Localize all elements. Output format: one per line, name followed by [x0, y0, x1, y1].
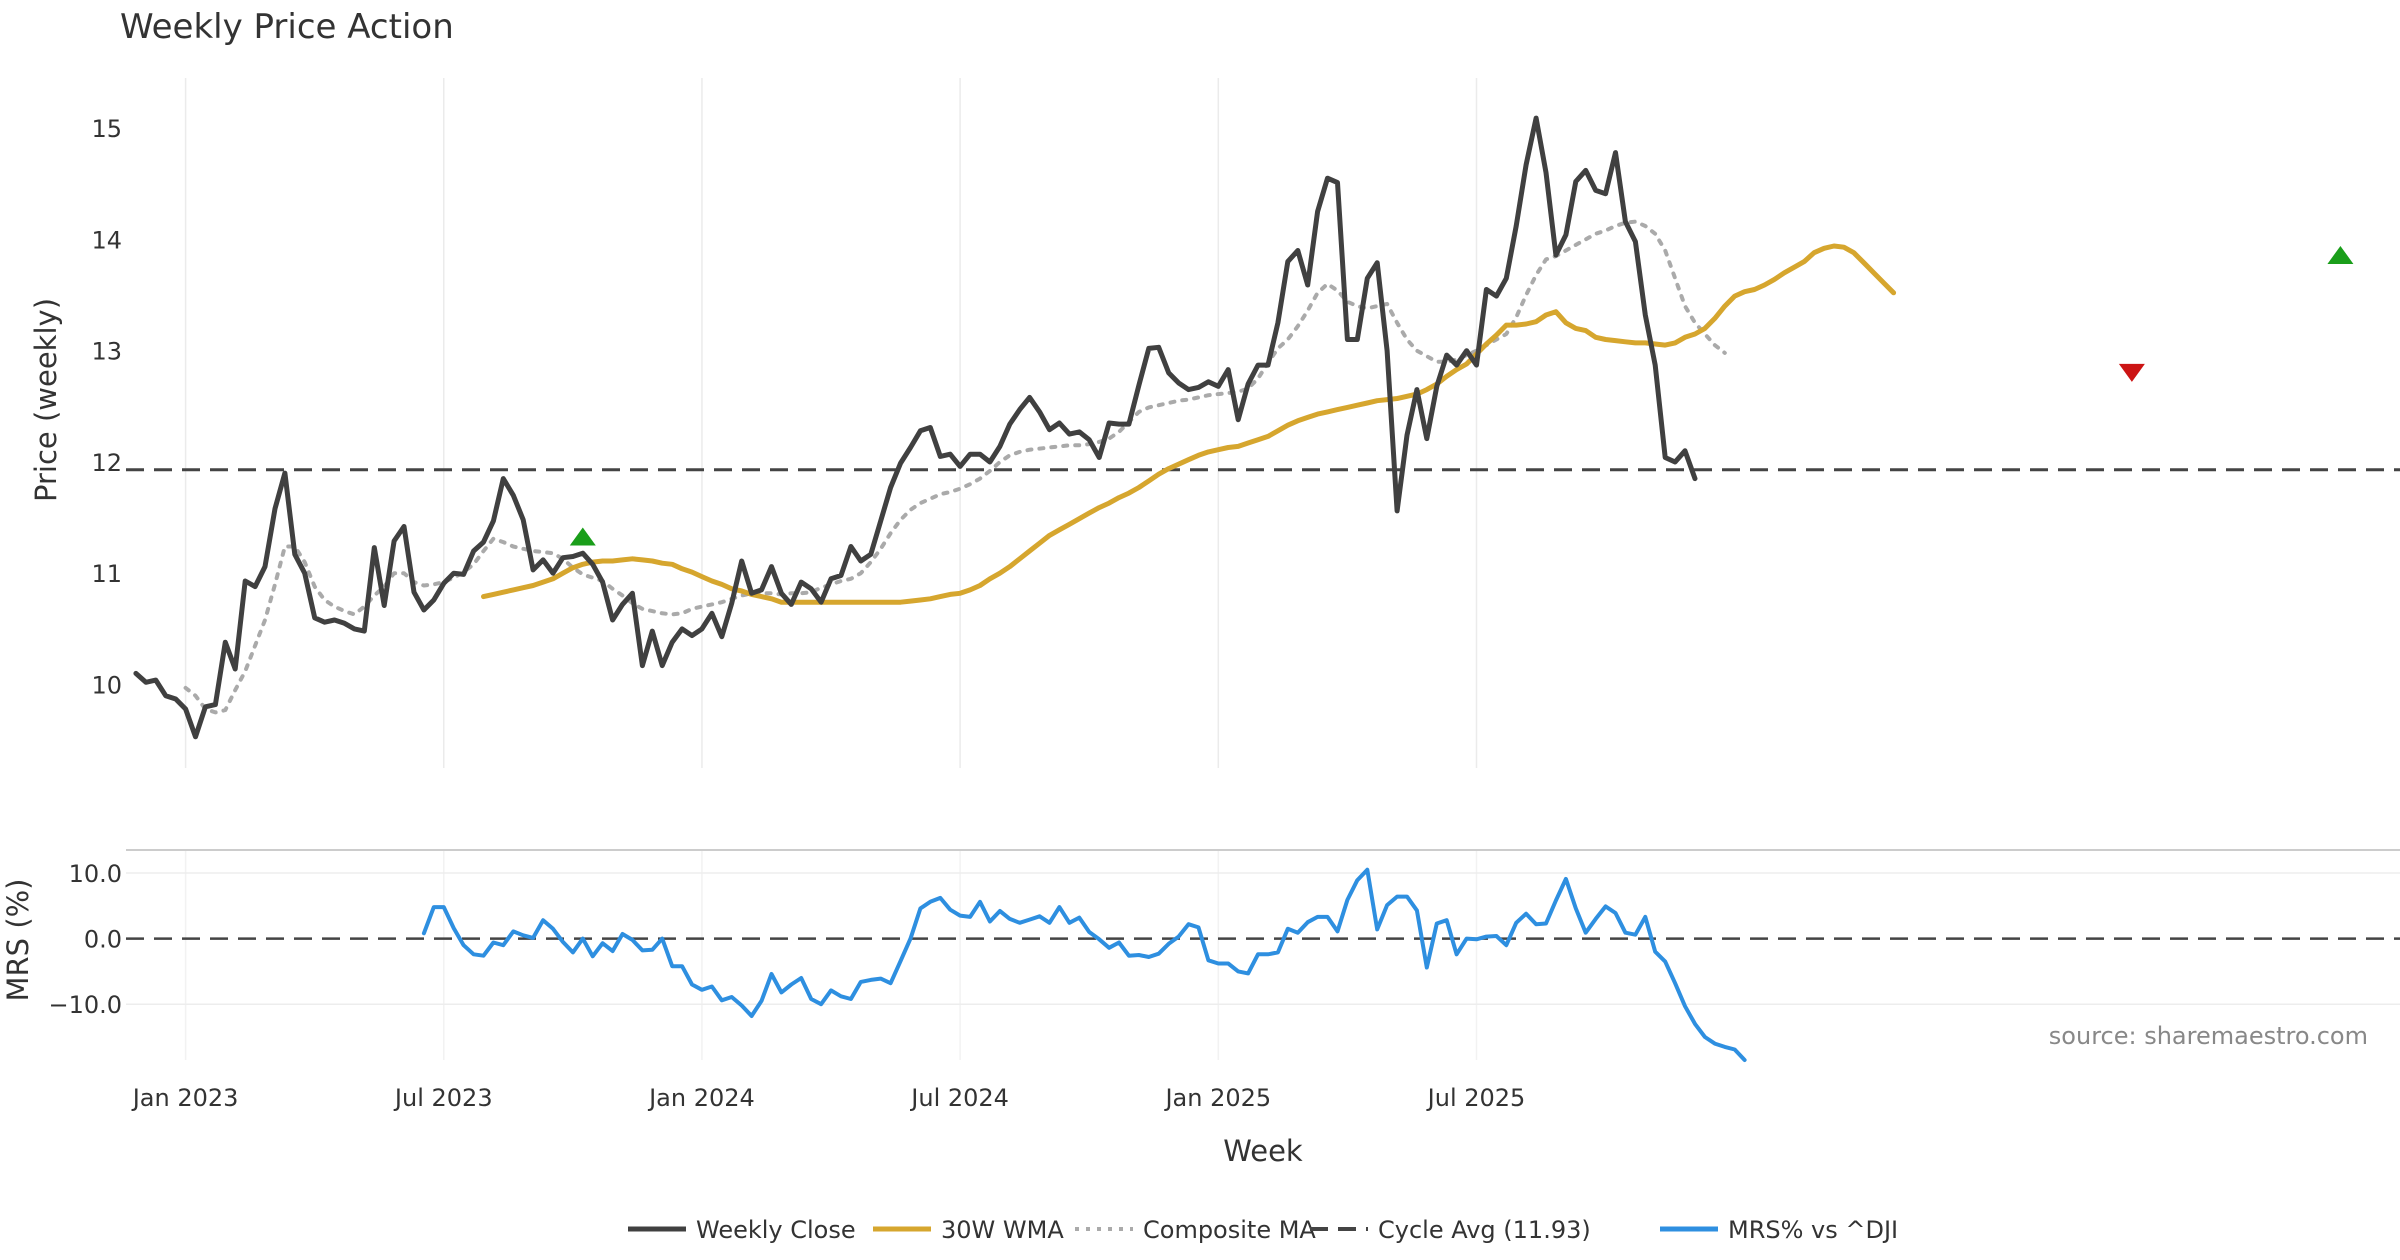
buy-signal-marker	[2327, 245, 2354, 264]
source-note: source: sharemaestro.com	[2049, 1022, 2368, 1050]
mrs-y-tick-label: 0.0	[84, 926, 122, 954]
legend-label: MRS% vs ^DJI	[1728, 1216, 1898, 1244]
price-y-tick-label: 14	[91, 226, 122, 254]
price-y-axis-label: Price (weekly)	[29, 298, 63, 502]
price-series	[133, 115, 1897, 740]
legend-label: 30W WMA	[941, 1216, 1064, 1244]
price-y-tick-label: 11	[91, 560, 122, 588]
x-tick-label: Jan 2024	[647, 1084, 755, 1112]
mrs-y-ticks: 10.0 0.0 −10.0	[48, 860, 122, 1019]
buy-signal-marker	[569, 527, 596, 546]
sell-signal-marker	[2118, 363, 2145, 382]
mrs-y-tick-label: −10.0	[48, 991, 122, 1019]
price-y-tick-label: 12	[91, 449, 122, 477]
legend-label: Weekly Close	[696, 1216, 856, 1244]
signal-markers	[569, 245, 2354, 546]
x-axis-label: Week	[1223, 1134, 1303, 1168]
legend-label: Composite MA	[1143, 1216, 1316, 1244]
x-tick-label: Jul 2025	[1426, 1084, 1526, 1112]
mrs-series	[421, 867, 1747, 1062]
series-composite-ma-line	[183, 219, 1727, 715]
price-y-tick-label: 10	[91, 672, 122, 700]
mrs-y-tick-label: 10.0	[69, 860, 122, 888]
mrs-grid	[126, 850, 2400, 1060]
x-tick-label: Jul 2023	[393, 1084, 493, 1112]
legend-label: Cycle Avg (11.93)	[1378, 1216, 1591, 1244]
series-weekly-close-line	[133, 115, 1698, 740]
mrs-y-axis-label: MRS (%)	[1, 879, 35, 1002]
price-y-tick-label: 15	[91, 115, 122, 143]
series-mrs-line	[421, 867, 1747, 1062]
price-y-ticks: 10 11 12 13 14 15	[91, 115, 122, 699]
chart-title: Weekly Price Action	[120, 7, 454, 47]
series-30w-wma-line	[481, 243, 1897, 605]
legend: Weekly Close 30W WMA Composite MA Cycle Avg…	[628, 1216, 1898, 1244]
price-grid	[184, 78, 1478, 768]
x-tick-label: Jul 2024	[909, 1084, 1009, 1112]
price-y-tick-label: 13	[91, 338, 122, 366]
x-ticks: Jan 2023 Jul 2023 Jan 2024 Jul 2024 Jan 2025…	[131, 1084, 1526, 1112]
x-tick-label: Jan 2023	[131, 1084, 239, 1112]
x-tick-label: Jan 2025	[1163, 1084, 1271, 1112]
